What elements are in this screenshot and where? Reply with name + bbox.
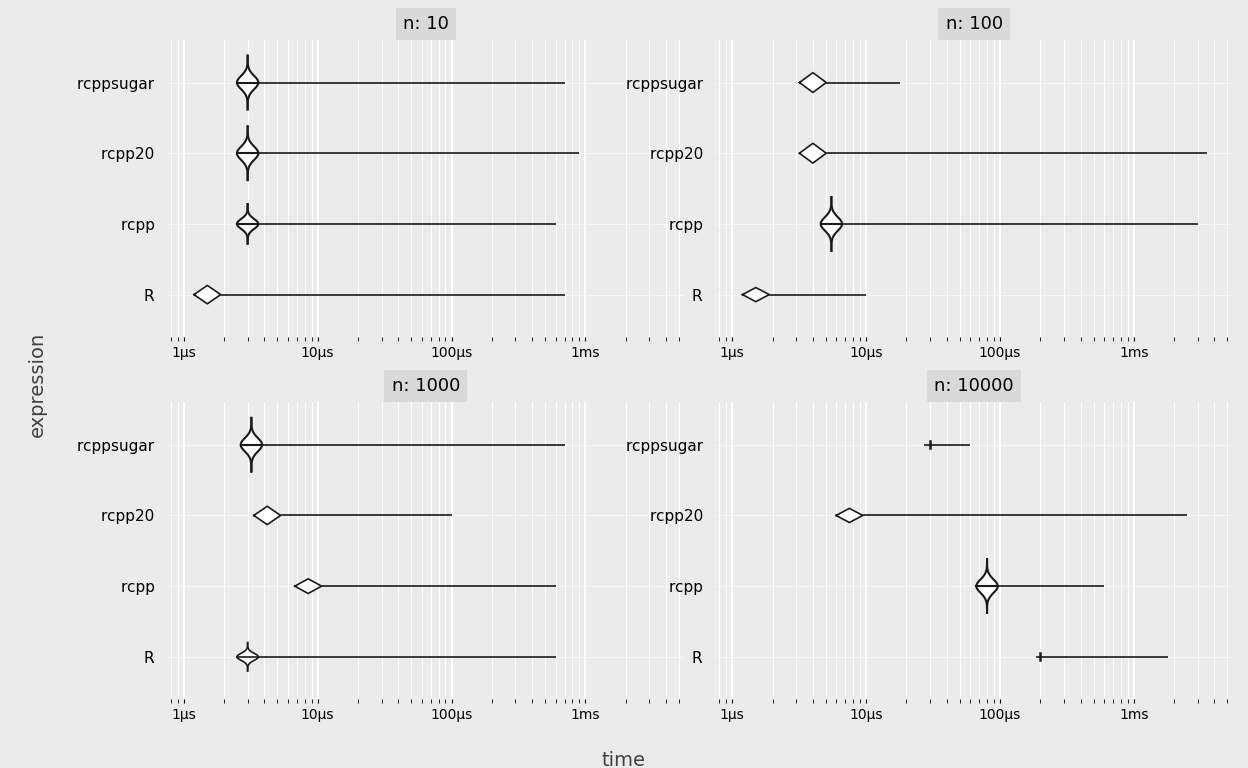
Polygon shape <box>237 643 258 671</box>
Polygon shape <box>237 55 258 109</box>
Polygon shape <box>253 506 281 525</box>
Title: n: 1000: n: 1000 <box>392 377 461 396</box>
Title: n: 10000: n: 10000 <box>935 377 1015 396</box>
Polygon shape <box>800 73 826 92</box>
Polygon shape <box>836 508 862 522</box>
Polygon shape <box>241 418 262 472</box>
Polygon shape <box>821 197 842 251</box>
Text: time: time <box>602 751 646 768</box>
Polygon shape <box>237 204 258 243</box>
Polygon shape <box>295 579 322 594</box>
Polygon shape <box>800 144 826 163</box>
Text: expression: expression <box>27 331 47 437</box>
Polygon shape <box>976 559 997 613</box>
Polygon shape <box>193 286 221 304</box>
Polygon shape <box>237 127 258 180</box>
Title: n: 100: n: 100 <box>946 15 1003 33</box>
Polygon shape <box>743 287 769 302</box>
Title: n: 10: n: 10 <box>403 15 449 33</box>
